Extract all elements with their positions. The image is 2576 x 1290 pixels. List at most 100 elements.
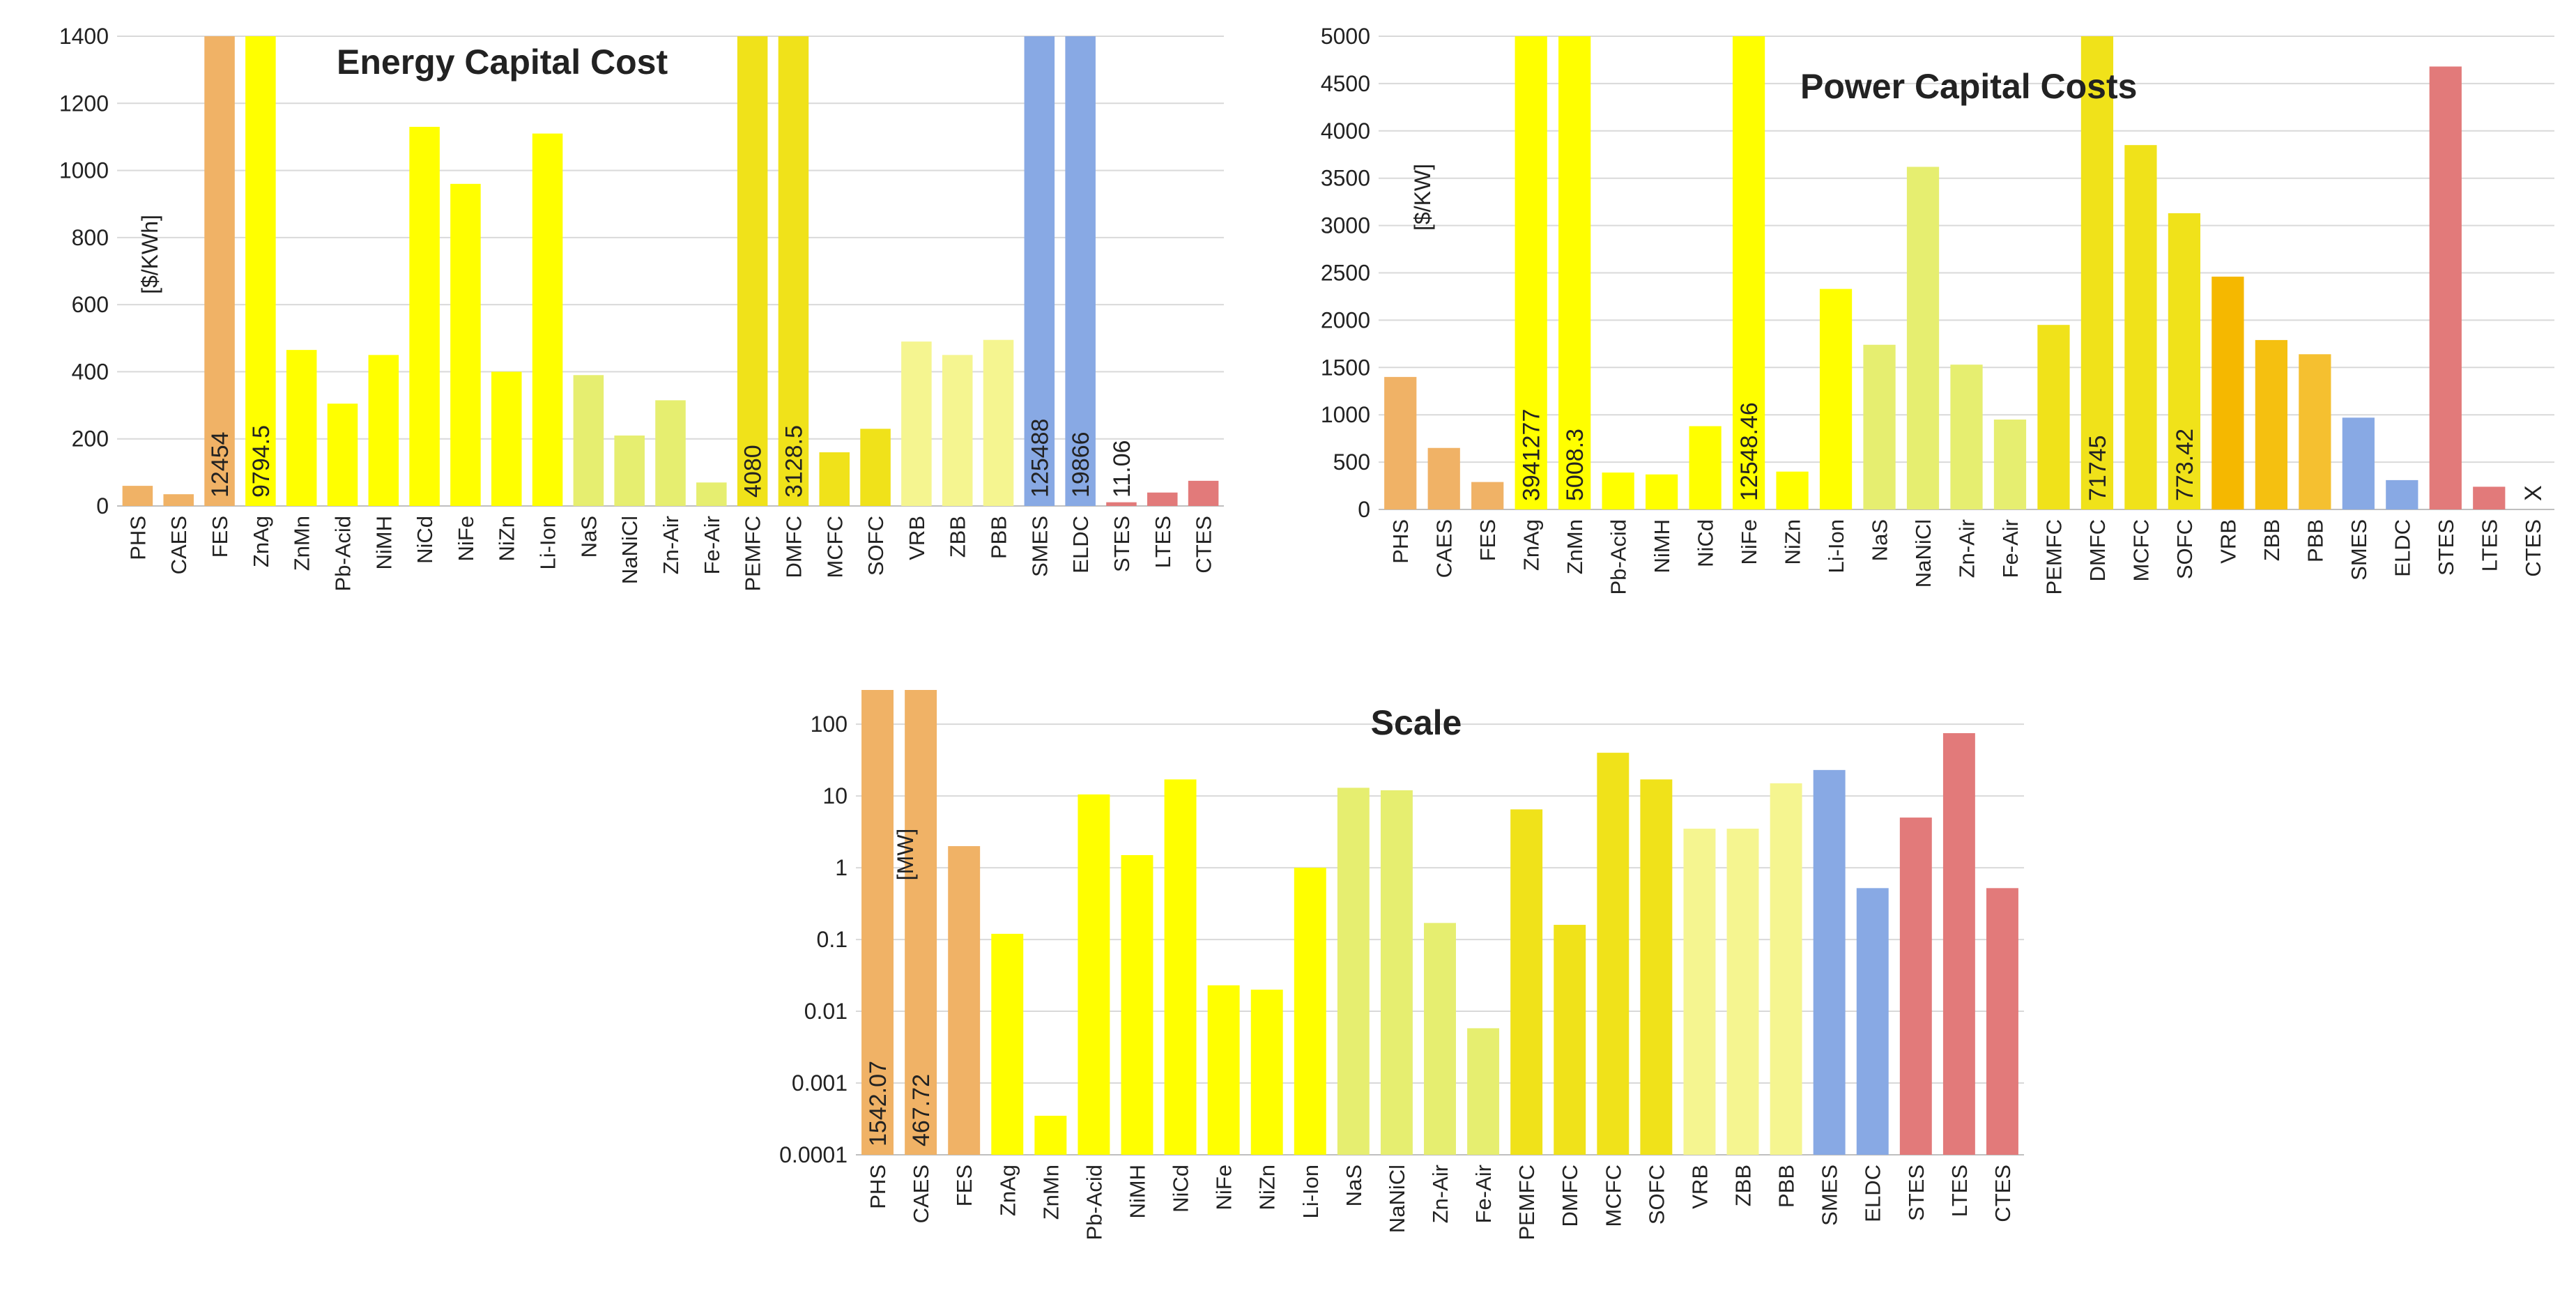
bar <box>1646 474 1678 509</box>
value-label: 1542.07 <box>865 1061 891 1146</box>
y-tick-label: 3000 <box>1321 213 1370 238</box>
bar <box>1863 344 1896 509</box>
value-label: 9794.5 <box>248 425 275 498</box>
y-tick-label: 0.01 <box>804 999 848 1024</box>
x-tick-label: Fe-Air <box>700 516 724 574</box>
x-tick-label: NaS <box>576 516 601 558</box>
y-tick-label: 4500 <box>1321 71 1370 96</box>
y-tick-label: 600 <box>72 292 109 317</box>
value-label: 12454 <box>207 431 233 498</box>
x-tick-label: LTES <box>1151 516 1175 568</box>
x-tick-label: Zn-Air <box>1955 519 1979 578</box>
bar <box>1950 364 1983 509</box>
y-tick-label: 3500 <box>1321 166 1370 191</box>
bar <box>1602 473 1634 509</box>
bar <box>245 36 276 506</box>
x-tick-label: MCFC <box>2129 519 2153 582</box>
x-tick-label: Pb-Acid <box>1607 519 1631 595</box>
bar <box>450 183 481 506</box>
bar <box>1034 1115 1067 1155</box>
x-tick-label: CAES <box>909 1165 933 1223</box>
x-tick-label: PHS <box>1388 519 1413 564</box>
bar <box>1384 376 1417 509</box>
x-tick-label: PBB <box>2303 519 2327 562</box>
bar <box>983 339 1014 506</box>
bar <box>901 341 932 506</box>
x-tick-label: ELDC <box>1861 1165 1885 1222</box>
bar <box>655 400 686 506</box>
bar <box>2473 486 2506 509</box>
x-tick-label: NiFe <box>1737 519 1761 565</box>
value-label: 3941277 <box>1519 409 1545 501</box>
y-tick-label: 800 <box>72 225 109 250</box>
chart: 0 500 1000 1500 2000 2500 3000 3500 4000 4500 5000… <box>1321 24 2554 595</box>
bar <box>1164 779 1197 1155</box>
bar <box>368 355 399 506</box>
x-tick-label: SMES <box>1818 1165 1842 1226</box>
bar <box>1065 36 1096 506</box>
y-tick-label: 1200 <box>59 91 109 116</box>
x-tick-label: Li-Ion <box>1298 1165 1323 1219</box>
bar <box>1024 36 1055 506</box>
x-tick-label: ZBB <box>2260 519 2284 561</box>
x-tick-label: NaS <box>1342 1165 1366 1206</box>
bar <box>532 133 563 506</box>
x-tick-label: ZnMn <box>1563 519 1587 574</box>
x-tick-label: PHS <box>125 516 150 560</box>
y-tick-label: 0 <box>96 493 109 519</box>
x-tick-label: DMFC <box>2085 519 2110 582</box>
bar <box>1776 471 1809 509</box>
bar <box>163 494 194 506</box>
x-tick-label: CTES <box>1991 1165 2015 1222</box>
y-tick-label: 5000 <box>1321 24 1370 49</box>
x-tick-label: MCFC <box>1601 1165 1625 1227</box>
chart-title: Scale <box>1371 703 1462 742</box>
y-tick-label: 4000 <box>1321 118 1370 144</box>
x-tick-label: ZBB <box>946 516 970 558</box>
y-tick-label: 1500 <box>1321 355 1370 380</box>
bar <box>1078 794 1110 1155</box>
x-tick-label: SOFC <box>2172 519 2197 579</box>
x-tick-label: FES <box>1475 519 1500 561</box>
bar <box>1813 769 1846 1155</box>
bar <box>1471 482 1504 509</box>
y-tick-label: 2500 <box>1321 261 1370 286</box>
y-tick-label: 1 <box>835 855 848 880</box>
x-tick-label: PHS <box>866 1165 890 1209</box>
x-tick-label: LTES <box>2477 519 2501 571</box>
x-tick-label: VRB <box>2216 519 2240 564</box>
y-tick-label: 0.001 <box>792 1070 848 1096</box>
x-tick-label: ZnAg <box>995 1165 1020 1216</box>
bar <box>1689 426 1722 509</box>
bars <box>1384 36 2506 509</box>
bar <box>2342 417 2375 509</box>
x-tick-label: SOFC <box>1644 1165 1669 1224</box>
x-tick-label: LTES <box>1947 1165 1972 1217</box>
bar <box>1726 829 1759 1155</box>
bars <box>122 36 1219 506</box>
x-tick-label: CAES <box>1432 519 1457 578</box>
y-tick-label: 1000 <box>59 158 109 183</box>
y-tick-label: 0 <box>1358 497 1370 522</box>
x-tick-label: PEMFC <box>2041 519 2066 595</box>
x-tick-label: NiCd <box>1694 519 1718 567</box>
x-tick-label: ELDC <box>2390 519 2414 577</box>
x-tick-label: NiCd <box>1169 1165 1193 1213</box>
bar <box>1819 289 1853 509</box>
y-tick-label: 1400 <box>59 24 109 49</box>
x-tick-label: DMFC <box>1558 1165 1582 1227</box>
bar <box>2429 66 2462 509</box>
x-tick-label: ZnAg <box>249 516 273 567</box>
bar <box>737 36 768 506</box>
x-tick-label: SOFC <box>864 516 888 576</box>
x-tick-label: FES <box>952 1165 976 1206</box>
bar <box>1427 447 1460 509</box>
bar <box>2168 213 2201 509</box>
x-tick-label: SMES <box>2347 519 2371 581</box>
x-tick-label: NiMH <box>1650 519 1674 574</box>
x-tick-label: STES <box>2434 519 2458 576</box>
x-tick-label: ZnAg <box>1519 519 1544 571</box>
x-tick-label: NiZn <box>1255 1165 1280 1210</box>
x-tick-label: FES <box>208 516 232 558</box>
bar <box>1121 854 1153 1155</box>
